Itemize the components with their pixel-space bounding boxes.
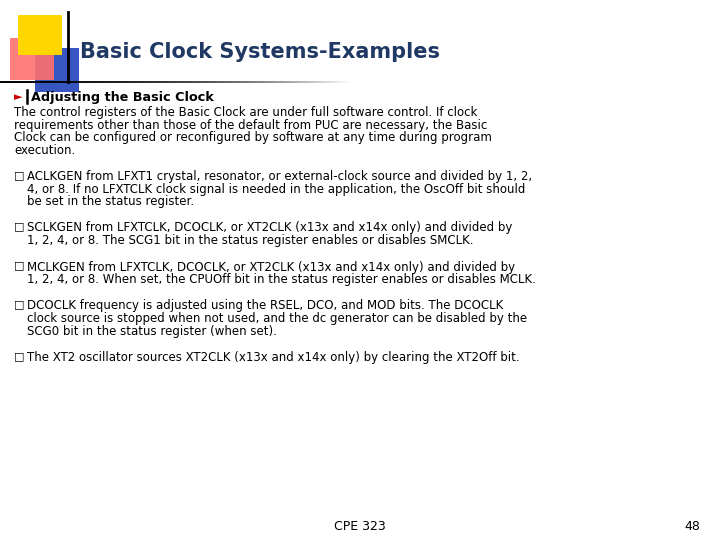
Text: DCOCLK frequency is adjusted using the RSEL, DCO, and MOD bits. The DCOCLK: DCOCLK frequency is adjusted using the R… [27,300,503,313]
Text: 4, or 8. If no LFXTCLK clock signal is needed in the application, the OscOff bit: 4, or 8. If no LFXTCLK clock signal is n… [27,183,526,195]
Text: Clock can be configured or reconfigured by software at any time during program: Clock can be configured or reconfigured … [14,131,492,144]
Bar [18,15,62,55]
Text: □: □ [14,300,24,309]
Text: 48: 48 [684,520,700,533]
Text: The control registers of the Basic Clock are under full software control. If clo: The control registers of the Basic Clock… [14,106,477,119]
Text: ACLKGEN from LFXT1 crystal, resonator, or external-clock source and divided by 1: ACLKGEN from LFXT1 crystal, resonator, o… [27,170,532,183]
Text: 1, 2, 4, or 8. The SCG1 bit in the status register enables or disables SMCLK.: 1, 2, 4, or 8. The SCG1 bit in the statu… [27,234,474,247]
Text: execution.: execution. [14,144,76,157]
Text: □: □ [14,170,24,180]
Text: □: □ [14,260,24,271]
Text: 1, 2, 4, or 8. When set, the CPUOff bit in the status register enables or disabl: 1, 2, 4, or 8. When set, the CPUOff bit … [27,273,536,286]
Bar [10,38,54,80]
Text: be set in the status register.: be set in the status register. [27,195,194,208]
Text: MCLKGEN from LFXTCLK, DCOCLK, or XT2CLK (x13x and x14x only) and divided by: MCLKGEN from LFXTCLK, DCOCLK, or XT2CLK … [27,260,515,273]
Text: clock source is stopped when not used, and the dc generator can be disabled by t: clock source is stopped when not used, a… [27,312,527,325]
Text: The XT2 oscillator sources XT2CLK (x13x and x14x only) by clearing the XT2Off bi: The XT2 oscillator sources XT2CLK (x13x … [27,351,520,364]
Text: Basic Clock Systems-Examples: Basic Clock Systems-Examples [80,42,440,62]
Text: □: □ [14,221,24,232]
Text: □: □ [14,351,24,361]
Text: SCLKGEN from LFXTCLK, DCOCLK, or XT2CLK (x13x and x14x only) and divided by: SCLKGEN from LFXTCLK, DCOCLK, or XT2CLK … [27,221,513,234]
Text: ►: ► [14,92,22,102]
Text: requirements other than those of the default from PUC are necessary, the Basic: requirements other than those of the def… [14,118,487,132]
Text: Adjusting the Basic Clock: Adjusting the Basic Clock [31,91,214,104]
Text: SCG0 bit in the status register (when set).: SCG0 bit in the status register (when se… [27,325,277,338]
Bar [35,48,79,92]
Text: CPE 323: CPE 323 [334,520,386,533]
